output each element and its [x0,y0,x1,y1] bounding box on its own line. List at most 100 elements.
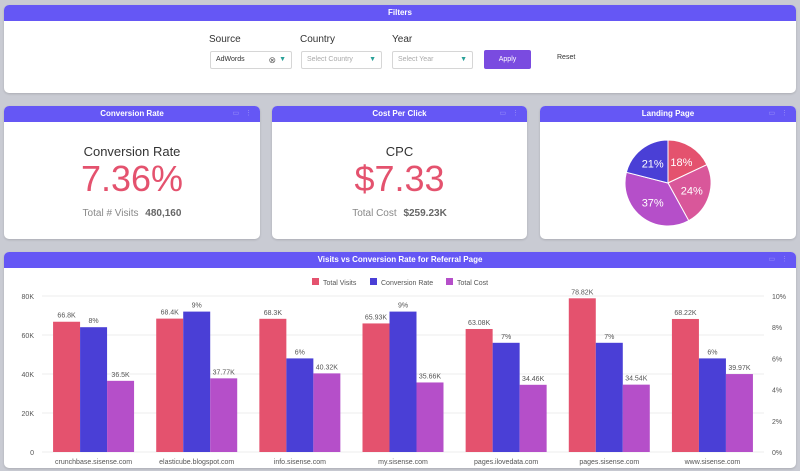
pie-slice-label: 18% [670,157,692,169]
bar[interactable] [259,318,287,452]
bar[interactable] [595,342,623,452]
widget-menu-icon[interactable]: ▭ ⋮ [768,256,790,263]
landing-page-panel: Landing Page ▭ ⋮ 18% 24% 37% 21% [540,106,796,239]
y-right-tick-label: 4% [772,388,782,395]
bar-data-label: 6% [707,349,717,356]
x-tick-label: pages.sisense.com [579,459,639,466]
bar[interactable] [313,373,341,452]
kpi-value: $7.33 [354,158,445,199]
bar-data-label: 35.66K [419,373,442,380]
pie-slice[interactable] [667,164,712,222]
bar[interactable] [286,358,314,452]
bar[interactable] [492,342,520,452]
x-tick-label: my.sisense.com [378,459,428,466]
chevron-down-icon[interactable]: ▼ [369,56,376,63]
bar-data-label: 78.82K [571,289,594,296]
source-select[interactable]: AdWords ⊗ ▼ [210,51,292,69]
bar[interactable] [389,311,417,452]
conversion-rate-header: Conversion Rate ▭ ⋮ [4,106,260,122]
bar-data-label: 7% [501,334,511,341]
panel-title: Cost Per Click [372,109,427,118]
bar-data-label: 68.4K [161,310,180,317]
y-right-tick-label: 6% [772,356,782,363]
widget-menu-icon[interactable]: ▭ ⋮ [232,110,254,117]
bar[interactable] [80,327,108,452]
bar[interactable] [568,298,596,452]
visits-chart-panel: Visits vs Conversion Rate for Referral P… [4,252,796,468]
widget-menu-icon[interactable]: ▭ ⋮ [768,110,790,117]
bar-data-label: 68.22K [674,310,697,317]
panel-title: Conversion Rate [100,109,164,118]
year-label: Year [392,34,413,45]
bar-data-label: 8% [89,318,99,325]
year-select[interactable]: Select Year ▼ [392,51,473,69]
bar[interactable] [671,318,699,452]
kpi-subtitle: Total Cost $259.23K [272,208,527,219]
country-select[interactable]: Select Country ▼ [301,51,382,69]
bar[interactable] [183,311,211,452]
pie-slice[interactable] [667,139,708,184]
apply-button[interactable]: Apply [484,50,531,69]
bar-data-label: 40.32K [316,364,339,371]
pie-slice-label: 21% [642,158,664,170]
bar-data-label: 9% [192,303,202,310]
kpi-sub-value: $259.23K [403,208,447,219]
legend-swatch [370,278,377,285]
bar[interactable] [519,384,547,452]
chart-title: Visits vs Conversion Rate for Referral P… [317,255,483,264]
pie-slice[interactable] [625,139,669,184]
bar[interactable] [622,384,650,452]
visits-chart-header: Visits vs Conversion Rate for Referral P… [4,252,796,268]
legend-label[interactable]: Total Visits [323,280,357,287]
legend-label[interactable]: Conversion Rate [381,280,433,287]
y-left-tick-label: 20K [22,411,35,418]
kpi-sub-label: Total Cost [352,208,397,219]
reset-button[interactable]: Reset [557,54,576,61]
bar-data-label: 68.3K [264,310,283,317]
bar[interactable] [156,318,184,452]
bar-data-label: 39.97K [728,365,751,372]
filters-panel: Filters Source AdWords ⊗ ▼ Country Selec… [4,5,796,93]
kpi-value: 7.36% [80,158,184,199]
chevron-down-icon[interactable]: ▼ [460,56,467,63]
bar[interactable] [725,374,753,452]
bar-data-label: 34.46K [522,376,545,383]
panel-title: Landing Page [641,109,695,118]
clear-icon[interactable]: ⊗ [268,55,276,65]
y-left-tick-label: 0 [30,450,34,457]
bar[interactable] [107,380,135,452]
country-placeholder: Select Country [307,56,353,63]
y-right-tick-label: 10% [772,294,786,301]
chevron-down-icon[interactable]: ▼ [279,56,286,63]
country-label: Country [300,34,336,45]
conversion-rate-panel: Conversion Rate ▭ ⋮ Conversion Rate 7.36… [4,106,260,239]
bar-data-label: 7% [604,334,614,341]
kpi-subtitle: Total # Visits 480,160 [4,208,260,219]
bar[interactable] [362,323,390,452]
y-left-tick-label: 80K [22,294,35,301]
y-left-tick-label: 60K [22,333,35,340]
kpi-sub-label: Total # Visits [82,208,139,219]
pie-slice[interactable] [624,171,690,227]
visits-bar-chart: 0 20K 40K 60K 80K 0% 2% 4% 6% 8% 10% Total Visits Co… [22,278,786,466]
bar-data-label: 37.77K [213,369,236,376]
bar-data-label: 66.8K [57,313,76,320]
bar-data-label: 34.54K [625,376,648,383]
bar[interactable] [53,321,81,452]
y-right-tick-label: 8% [772,325,782,332]
bar[interactable] [698,358,726,452]
y-right-tick-label: 0% [772,450,782,457]
x-tick-label: www.sisense.com [684,459,741,466]
cost-per-click-header: Cost Per Click ▭ ⋮ [272,106,527,122]
bar[interactable] [210,378,238,452]
bar[interactable] [465,328,493,452]
cost-per-click-panel: Cost Per Click ▭ ⋮ CPC $7.33 Total Cost … [272,106,527,239]
legend-label[interactable]: Total Cost [457,280,488,287]
source-label: Source [209,34,241,45]
source-value: AdWords [216,56,245,63]
kpi-title: CPC [385,144,414,159]
pie-slice-label: 37% [642,198,664,210]
bar-data-label: 6% [295,349,305,356]
widget-menu-icon[interactable]: ▭ ⋮ [499,110,521,117]
bar[interactable] [416,382,444,452]
